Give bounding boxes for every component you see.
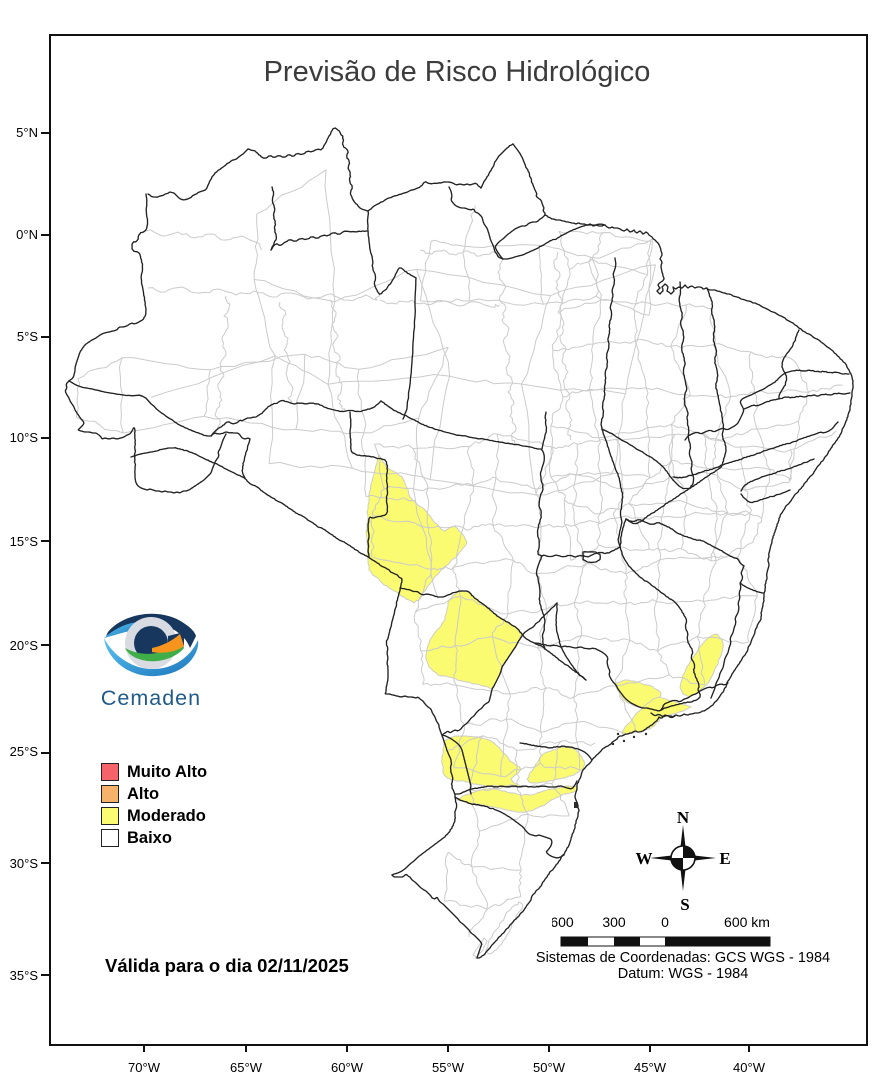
svg-text:W: W <box>636 849 653 868</box>
svg-text:600: 600 <box>552 914 574 930</box>
svg-text:300: 300 <box>602 914 626 930</box>
svg-text:N: N <box>677 808 690 827</box>
svg-text:Cemaden: Cemaden <box>101 686 201 710</box>
svg-text:E: E <box>719 849 730 868</box>
svg-text:0: 0 <box>661 914 669 930</box>
svg-text:S: S <box>680 895 689 914</box>
svg-text:600 km: 600 km <box>724 914 770 930</box>
